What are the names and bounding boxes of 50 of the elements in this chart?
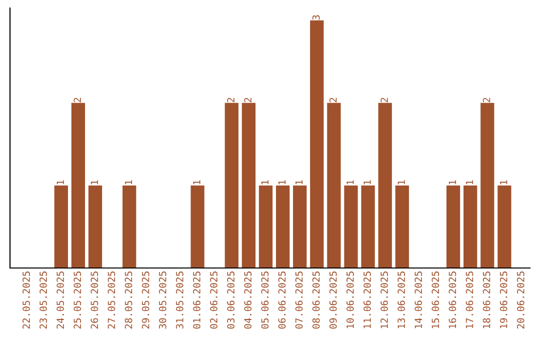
x-tick-label: 23.05.2025 [40,272,47,329]
x-tick-label: 06.06.2025 [278,272,286,329]
x-tick-label: 09.06.2025 [329,272,337,329]
data-label: 2 [482,98,490,102]
x-tick-label: 08.06.2025 [312,272,320,329]
data-label: 1 [398,180,405,184]
x-tick-label: 07.06.2025 [295,272,303,329]
data-label: 1 [90,180,98,184]
data-label: 1 [466,180,474,184]
data-label: 1 [193,180,200,184]
x-tick-label: 13.06.2025 [398,272,405,328]
x-tick-label: 31.05.2025 [176,272,184,329]
x-tick-label: 12.06.2025 [380,272,388,328]
x-tick-label: 28.05.2025 [124,272,132,329]
data-label: 2 [380,98,388,102]
data-label: 1 [448,180,456,184]
x-tick-label: 22.05.2025 [22,272,30,329]
x-tick-label: 16.06.2025 [448,272,456,328]
x-tick-label: 25.05.2025 [74,272,82,329]
data-label: 2 [227,98,234,102]
data-label: 1 [346,180,354,184]
x-tick-label: 05.06.2025 [261,272,269,329]
data-label: 3 [312,15,320,20]
x-tick-label: 14.06.2025 [414,272,422,328]
data-label: 2 [244,98,252,102]
data-label: 1 [124,180,132,184]
data-label: 1 [500,180,508,184]
x-tick-label: 03.06.2025 [227,272,234,329]
x-tick-label: 29.05.2025 [142,272,150,329]
data-label: 1 [295,180,303,184]
x-tick-label: 15.06.2025 [432,272,440,328]
x-tick-label: 20.06.2025 [516,272,524,329]
data-label: 2 [329,98,337,102]
x-tick-label: 11.06.2025 [364,272,371,328]
data-label: 1 [261,180,268,184]
data-label: 1 [56,180,64,184]
x-tick-label: 02.06.2025 [210,272,218,329]
x-tick-label: 18.06.2025 [482,272,490,328]
x-tick-label: 30.05.2025 [158,272,166,329]
x-tick-label: 24.05.2025 [56,272,64,329]
x-tick-label: 01.06.2025 [193,272,200,329]
data-label: 1 [278,180,286,184]
x-tick-label: 26.05.2025 [90,272,98,329]
data-label: 2 [74,98,81,102]
x-tick-label: 10.06.2025 [346,272,354,328]
x-tick-label: 17.06.2025 [466,272,474,328]
x-tick-label: 04.06.2025 [244,272,252,329]
data-label: 1 [364,180,371,184]
x-tick-label: 19.06.2025 [500,272,508,328]
x-tick-label: 27.05.2025 [108,272,116,329]
